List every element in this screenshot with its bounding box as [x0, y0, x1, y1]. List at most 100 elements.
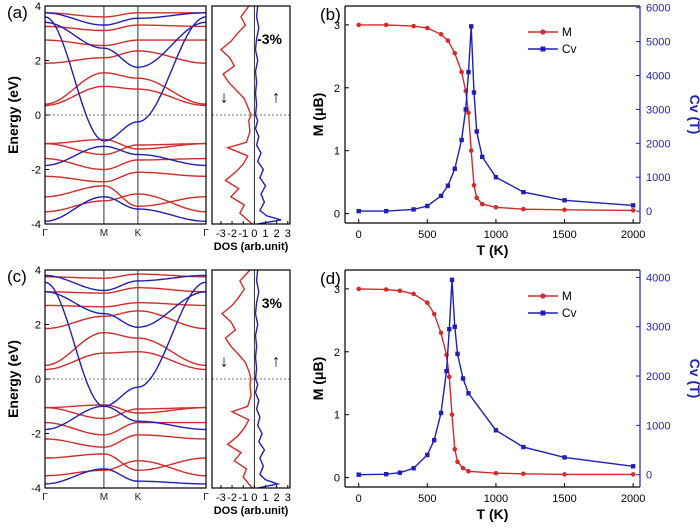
kpoint-label: M: [100, 492, 108, 503]
y-tick-label: 2: [334, 83, 340, 95]
spin-down-arrow: ↓: [220, 88, 229, 107]
data-point-m: [521, 471, 526, 477]
majority-band-line: [45, 434, 206, 448]
data-point-m: [479, 201, 485, 207]
kpoint-label: K: [135, 228, 142, 239]
series-line-m: [358, 288, 634, 476]
band-structure-panel-c: -4 -2 0 2 4 Γ M K Γ Energy (eV) (c): [5, 265, 209, 503]
data-point-m: [411, 23, 416, 29]
data-point-m: [630, 472, 636, 477]
y2-tick-label: 0: [646, 206, 652, 218]
y-tick-label: 3: [334, 20, 340, 32]
y-tick-label: 4: [35, 1, 41, 13]
panel-label: (a): [7, 3, 28, 22]
spin-up-arrow: ↑: [272, 352, 281, 371]
x-axis-label: DOS (arb.unit): [214, 505, 289, 517]
y-tick-label: 2: [35, 320, 41, 332]
majority-band-line: [45, 404, 206, 414]
majority-band-line: [45, 12, 206, 18]
spin-up-arrow: ↑: [272, 88, 281, 107]
data-point-m: [383, 22, 389, 28]
dos-lines: [212, 270, 290, 488]
majority-band-line: [45, 72, 206, 105]
majority-band-line: [45, 421, 206, 436]
band-lines: [45, 270, 206, 488]
y2-tick-label: 3000: [646, 322, 670, 334]
data-point-cv: [562, 198, 567, 203]
majority-band-line: [45, 138, 206, 150]
y2-tick-label: 6000: [646, 3, 670, 15]
data-point-m: [425, 300, 430, 306]
kpoint-label: M: [100, 228, 108, 239]
data-point-cv: [471, 90, 477, 95]
x-tick-label: 0: [356, 229, 362, 241]
data-point-m: [468, 148, 474, 153]
data-point-m: [445, 38, 451, 43]
strain-annotation: -3%: [257, 31, 282, 47]
x-tick-label: 2000: [621, 493, 645, 505]
y-tick-label: 0: [334, 209, 340, 221]
y-tick-label: 0: [35, 374, 41, 386]
series-m: [356, 286, 636, 477]
majority-band-line: [45, 39, 206, 47]
x-axis-label: T (K): [477, 506, 509, 522]
data-point-m: [466, 468, 471, 474]
data-point-m: [397, 288, 403, 294]
data-point-cv: [397, 470, 403, 475]
y2-tick-label: 1000: [646, 172, 670, 184]
data-point-cv: [630, 203, 636, 208]
data-point-cv: [431, 437, 437, 443]
x-tick-label: 3: [285, 228, 291, 240]
x-tick-label: -1: [238, 492, 248, 504]
data-point-m: [493, 204, 499, 210]
minority-band-line: [45, 12, 206, 26]
data-point-cv: [445, 183, 451, 188]
data-point-m: [411, 291, 416, 297]
legend-label: M: [562, 25, 572, 39]
x-tick-label: -1: [238, 228, 248, 240]
data-point-cv: [411, 207, 416, 212]
legend-label: M: [562, 289, 572, 303]
y2-axis-label: Cv (T): [687, 359, 700, 399]
data-point-cv: [562, 455, 567, 460]
panel-label: (b): [320, 5, 341, 24]
data-point-m: [425, 25, 430, 31]
y2-tick-label: 2000: [646, 371, 670, 383]
data-point-m: [471, 182, 477, 188]
data-point-m: [521, 206, 526, 212]
dos-frame: [211, 269, 291, 489]
data-point-m: [431, 311, 437, 317]
data-point-m: [459, 69, 464, 75]
minority-band-line: [45, 291, 206, 328]
legend-marker: [540, 293, 546, 299]
x-tick-label: 500: [418, 229, 436, 241]
data-point-cv: [425, 203, 430, 209]
band-structure-panel-a: -4 -2 0 2 4 Γ M K Γ Energy (eV) (a): [5, 1, 209, 239]
x-axis-label: T (K): [477, 242, 509, 258]
data-point-cv: [493, 175, 499, 180]
data-point-cv: [463, 107, 468, 112]
dos-up-line: [254, 270, 281, 488]
data-point-cv: [493, 428, 499, 433]
data-point-m: [474, 195, 480, 201]
panel-label: (d): [320, 269, 341, 288]
majority-band-line: [45, 332, 206, 367]
data-point-cv: [480, 154, 485, 160]
x-tick-label: 0: [251, 492, 257, 504]
data-point-m: [438, 330, 444, 336]
x-tick-label: 0: [356, 493, 362, 505]
data-point-cv: [466, 69, 471, 75]
data-point-cv: [449, 277, 455, 283]
strain-annotation: 3%: [262, 295, 283, 311]
data-point-cv: [521, 444, 526, 450]
data-point-cv: [452, 324, 457, 329]
y-axis-label: Energy (eV): [5, 340, 21, 418]
data-point-cv: [411, 466, 416, 471]
legend-label: Cv: [562, 42, 577, 56]
data-point-cv: [630, 464, 636, 469]
dos-down-line: [220, 270, 253, 488]
data-point-m: [356, 286, 362, 292]
y2-tick-label: 5000: [646, 37, 670, 49]
data-point-m: [630, 208, 636, 213]
